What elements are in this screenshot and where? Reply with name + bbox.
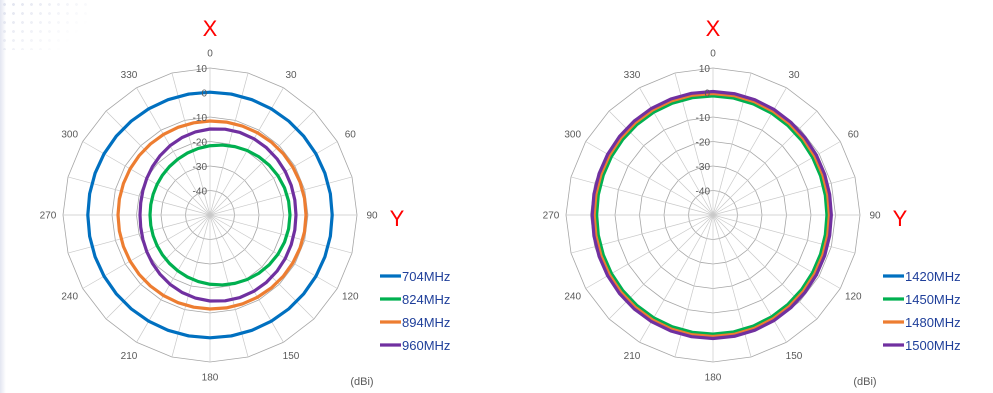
radial-label-3: -20 xyxy=(193,138,208,149)
spoke-14 xyxy=(136,214,211,343)
radial-label-2: -10 xyxy=(193,113,208,124)
unit-label: (dBi) xyxy=(853,376,876,388)
axis-letter-x: X xyxy=(706,16,721,41)
radial-label-5: -40 xyxy=(193,187,208,198)
radial-label-1: 0 xyxy=(201,89,207,100)
radial-label-5: -40 xyxy=(696,187,711,198)
radial-label-2: -10 xyxy=(696,113,711,124)
series-line-1500MHz xyxy=(590,89,833,341)
angle-label-90: 90 xyxy=(869,211,881,222)
series-line-824MHz xyxy=(148,143,292,287)
series-line-960MHz xyxy=(138,127,298,303)
legend-label-704MHz: 704MHz xyxy=(402,269,450,284)
unit-label: (dBi) xyxy=(350,376,373,388)
dot-pattern-decoration xyxy=(0,0,90,50)
angle-label-0: 0 xyxy=(710,49,716,60)
radial-label-4: -30 xyxy=(193,162,208,173)
angle-label-90: 90 xyxy=(366,211,378,222)
angle-label-330: 330 xyxy=(121,70,138,81)
angle-label-60: 60 xyxy=(345,130,357,141)
angle-label-0: 0 xyxy=(207,49,213,60)
legend-label-894MHz: 894MHz xyxy=(402,315,450,330)
angle-label-180: 180 xyxy=(202,373,219,384)
angle-label-150: 150 xyxy=(786,351,803,362)
spoke-4 xyxy=(712,141,841,216)
angle-label-270: 270 xyxy=(543,211,560,222)
angle-label-120: 120 xyxy=(845,292,862,303)
spoke-8 xyxy=(209,214,338,289)
axis-letter-y: Y xyxy=(893,206,908,231)
spoke-9 xyxy=(712,214,818,320)
angle-label-210: 210 xyxy=(624,351,641,362)
spoke-15 xyxy=(608,214,714,320)
legend-label-1500MHz: 1500MHz xyxy=(905,338,961,353)
legend-label-1450MHz: 1450MHz xyxy=(905,292,961,307)
radial-label-4: -30 xyxy=(696,162,711,173)
polar-chart-right: 0 30 60 90 120 150 180 210 240 270 300 330 10 0 -10 -20… xyxy=(543,16,961,388)
angle-label-240: 240 xyxy=(564,292,581,303)
angle-label-30: 30 xyxy=(285,70,297,81)
radial-label-3: -20 xyxy=(696,138,711,149)
angle-label-30: 30 xyxy=(788,70,800,81)
spoke-19 xyxy=(570,176,714,216)
angle-label-270: 270 xyxy=(40,211,57,222)
legend-label-824MHz: 824MHz xyxy=(402,292,450,307)
spoke-20 xyxy=(585,141,714,216)
legend-label-1420MHz: 1420MHz xyxy=(905,269,961,284)
spoke-17 xyxy=(570,214,714,254)
spoke-9 xyxy=(209,214,315,320)
spoke-5 xyxy=(712,176,856,216)
spoke-15 xyxy=(105,214,211,320)
legend-label-1480MHz: 1480MHz xyxy=(905,315,961,330)
series-line-704MHz xyxy=(86,90,334,340)
angle-label-210: 210 xyxy=(121,351,138,362)
spoke-3 xyxy=(712,110,818,216)
spoke-7 xyxy=(712,214,856,254)
spoke-2 xyxy=(712,87,787,216)
spoke-10 xyxy=(712,214,787,343)
spoke-14 xyxy=(639,214,714,343)
radial-label-0: 10 xyxy=(196,64,208,75)
legend-label-960MHz: 960MHz xyxy=(402,338,450,353)
angle-label-300: 300 xyxy=(564,130,581,141)
angle-label-150: 150 xyxy=(283,351,300,362)
angle-label-240: 240 xyxy=(61,292,78,303)
axis-letter-y: Y xyxy=(390,206,405,231)
polar-chart-left: 0 30 60 90 120 150 180 210 240 270 300 330 10 0 -10 -20… xyxy=(40,16,451,388)
axis-letter-x: X xyxy=(203,16,218,41)
spoke-4 xyxy=(209,141,338,216)
radial-label-1: 0 xyxy=(704,89,710,100)
spoke-8 xyxy=(712,214,841,289)
series-line-894MHz xyxy=(116,119,308,311)
angle-label-300: 300 xyxy=(61,130,78,141)
series-line-1480MHz xyxy=(592,91,831,339)
series-line-1450MHz xyxy=(595,94,829,336)
angle-label-120: 120 xyxy=(342,292,359,303)
angle-label-180: 180 xyxy=(705,373,722,384)
spoke-16 xyxy=(585,214,714,289)
left-edge-decoration xyxy=(0,0,6,393)
radial-label-0: 10 xyxy=(699,64,711,75)
spoke-3 xyxy=(209,110,315,216)
angle-label-60: 60 xyxy=(848,130,860,141)
angle-label-330: 330 xyxy=(624,70,641,81)
